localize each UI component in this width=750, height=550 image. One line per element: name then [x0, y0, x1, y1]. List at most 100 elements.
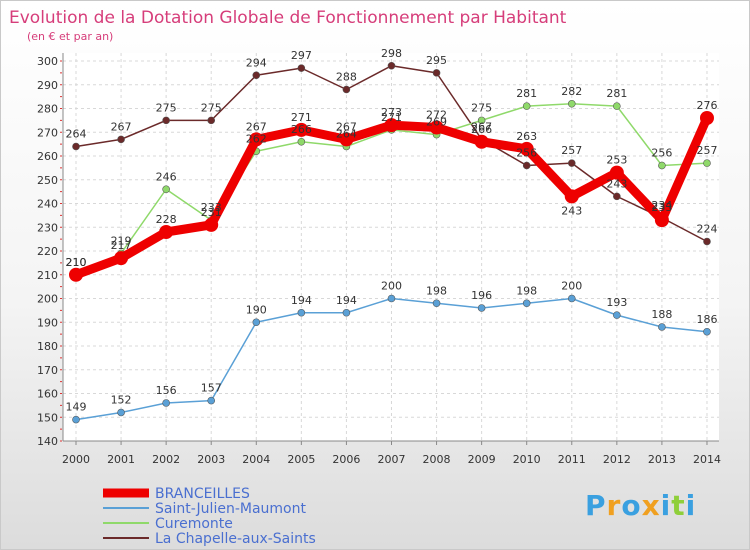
data-label-1: 193: [606, 296, 627, 309]
data-label-2: 246: [156, 170, 177, 183]
data-label-3: 256: [516, 147, 537, 160]
data-label-1: 196: [471, 289, 492, 302]
data-label-2: 264: [336, 128, 357, 141]
data-point-0: [654, 213, 669, 228]
data-label-3: 267: [471, 120, 492, 133]
data-label-1: 186: [696, 313, 717, 326]
data-point-1: [432, 299, 441, 308]
data-label-3: 267: [111, 120, 132, 133]
data-label-0: 267: [336, 120, 357, 133]
logo-letter: t: [671, 489, 686, 522]
data-label-0: 276: [696, 99, 717, 112]
data-label-3: 275: [156, 101, 177, 114]
data-label-3: 297: [291, 49, 312, 62]
data-label-0: 233: [651, 201, 672, 214]
y-tick-label: 250: [37, 174, 58, 187]
logo-letter: r: [606, 489, 622, 522]
data-label-2: 233: [201, 201, 222, 214]
data-label-2: 275: [471, 101, 492, 114]
y-tick-label: 290: [37, 79, 58, 92]
data-label-1: 194: [291, 294, 312, 307]
data-point-0: [699, 111, 714, 125]
data-point-3: [567, 159, 576, 167]
data-point-3: [252, 71, 261, 80]
data-point-3: [72, 142, 80, 151]
data-point-2: [162, 185, 170, 194]
legend: BRANCEILLESSaint-Julien-MaumontCuremonte…: [103, 486, 316, 547]
data-label-1: 200: [561, 280, 582, 293]
data-label-3: 288: [336, 71, 357, 84]
data-label-1: 156: [156, 384, 177, 397]
x-tick-label: 2008: [423, 453, 451, 466]
data-point-1: [342, 308, 351, 317]
data-point-3: [162, 116, 170, 125]
data-label-3: 294: [246, 56, 267, 69]
data-label-3: 264: [66, 128, 87, 141]
grid: [63, 53, 719, 442]
data-point-1: [703, 327, 711, 336]
data-point-0: [294, 122, 309, 137]
data-point-0: [519, 141, 534, 156]
data-label-0: 271: [291, 111, 312, 124]
data-point-1: [162, 399, 170, 407]
data-point-1: [613, 311, 621, 319]
x-tick-label: 2013: [648, 453, 676, 466]
x-tick-label: 2009: [468, 453, 496, 466]
data-point-0: [114, 251, 129, 266]
data-label-1: 152: [111, 394, 132, 407]
data-point-3: [522, 161, 531, 170]
data-label-0: 228: [156, 213, 177, 226]
data-label-3: 298: [381, 47, 402, 60]
x-tick-label: 2001: [107, 453, 135, 466]
legend-label: La Chapelle-aux-Saints: [155, 531, 316, 547]
data-label-3: 243: [606, 177, 627, 190]
x-tick-label: 2012: [603, 453, 631, 466]
x-tick-label: 2006: [332, 453, 360, 466]
y-tick-label: 270: [37, 126, 58, 139]
data-label-0: 266: [471, 123, 492, 136]
y-tick-label: 200: [37, 293, 58, 306]
data-point-3: [342, 85, 351, 94]
data-point-0: [249, 132, 264, 147]
x-tick-label: 2007: [377, 453, 405, 466]
data-point-2: [297, 137, 306, 146]
data-label-0: 273: [381, 106, 402, 119]
data-point-0: [564, 189, 579, 204]
data-point-0: [339, 132, 354, 147]
data-label-3: 275: [201, 101, 222, 114]
data-point-3: [703, 237, 711, 246]
y-tick-label: 140: [37, 435, 58, 448]
data-point-0: [384, 118, 399, 133]
data-label-2: 262: [246, 132, 267, 145]
data-point-1: [207, 396, 216, 405]
data-point-2: [613, 102, 621, 110]
data-point-1: [658, 323, 666, 331]
data-label-0: 231: [201, 206, 222, 219]
logo-letter: o: [621, 489, 642, 522]
data-label-2: 282: [561, 85, 582, 98]
data-point-2: [703, 159, 711, 167]
data-label-2: 219: [111, 234, 132, 247]
data-point-1: [567, 294, 576, 303]
y-tick-label: 160: [37, 388, 58, 401]
y-tick-label: 210: [37, 269, 58, 282]
chart-subtitle: (en € et par an): [27, 30, 113, 43]
data-point-1: [252, 318, 261, 327]
data-point-3: [207, 116, 216, 125]
y-tick-label: 230: [37, 221, 58, 234]
data-label-2: 256: [651, 147, 672, 160]
y-tick-label: 260: [37, 150, 58, 163]
chart-title: Evolution de la Dotation Globale de Fonc…: [9, 8, 567, 28]
data-label-2: 269: [426, 116, 447, 129]
x-tick-label: 2014: [693, 453, 721, 466]
x-tick-label: 2002: [152, 453, 180, 466]
data-label-0: 263: [516, 130, 537, 143]
data-point-2: [658, 161, 666, 170]
data-label-0: 272: [426, 109, 447, 122]
legend-label: BRANCEILLES: [155, 486, 250, 502]
data-point-0: [159, 225, 174, 239]
axes: 140 150 160 170 180 190 200 210 220 230 240 250 260 2…: [37, 53, 721, 466]
